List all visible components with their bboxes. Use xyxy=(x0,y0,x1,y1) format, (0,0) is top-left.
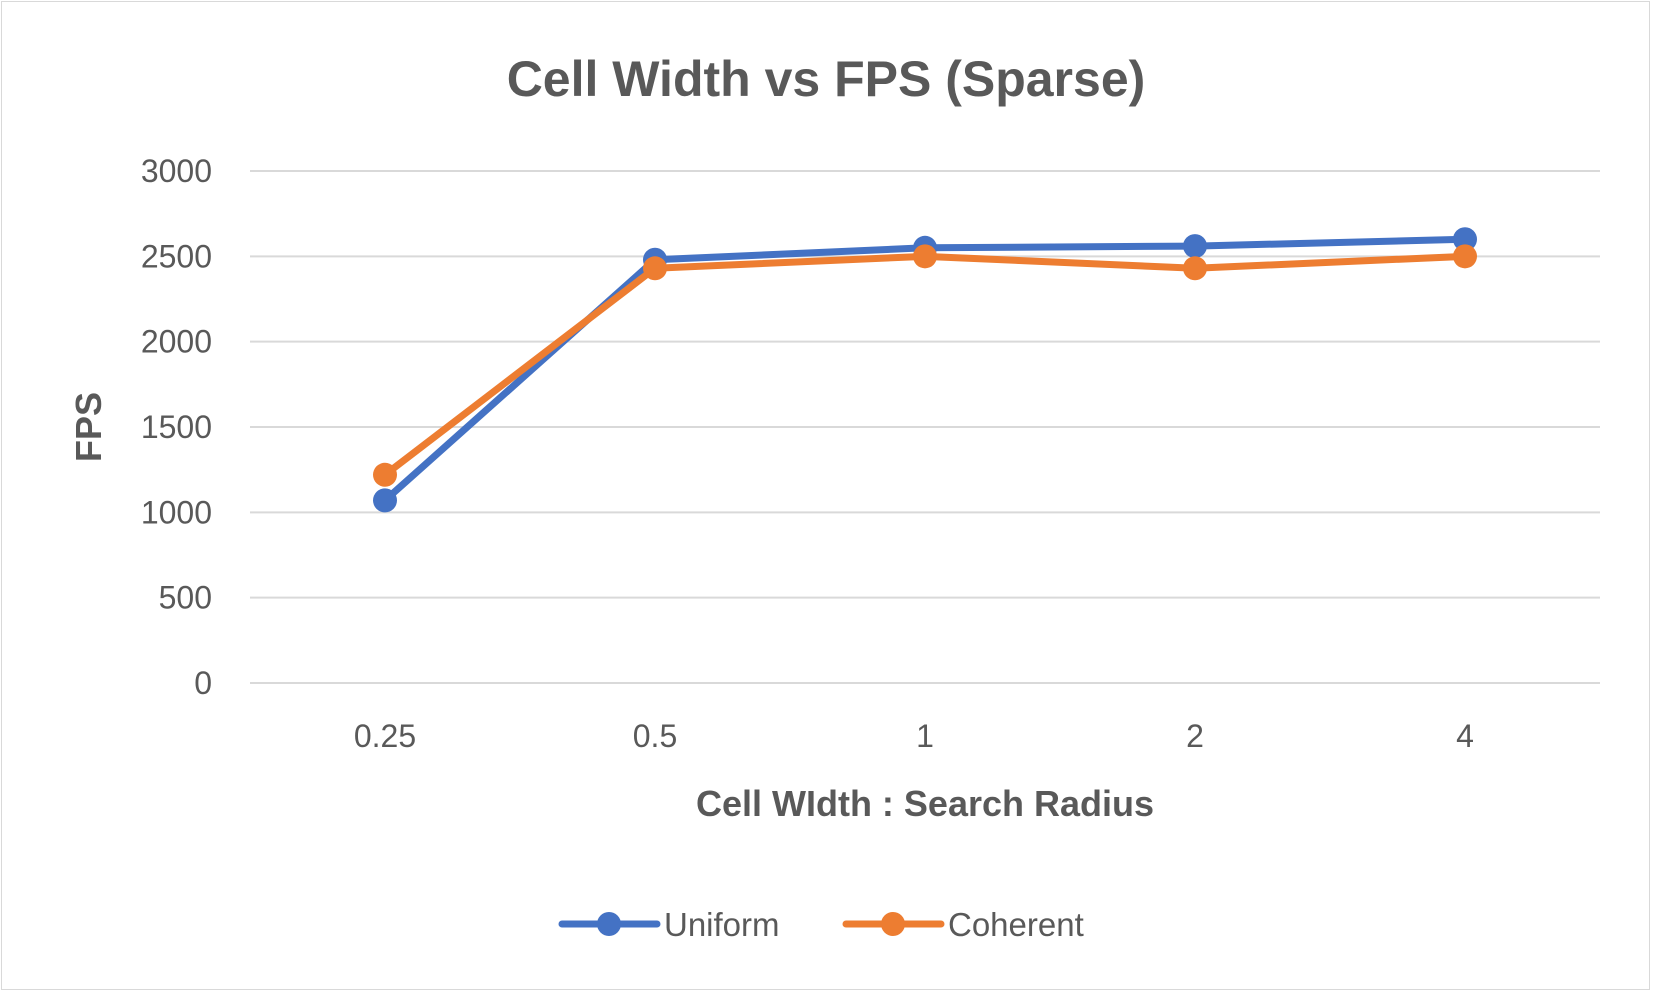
x-axis-title: Cell WIdth : Search Radius xyxy=(696,783,1154,824)
legend-label: Coherent xyxy=(948,906,1084,943)
series-line-uniform xyxy=(381,235,1469,504)
legend-item-coherent: Coherent xyxy=(842,906,1084,943)
legend: Uniform Coherent xyxy=(558,906,1084,943)
series-line-coherent xyxy=(381,252,1469,479)
y-tick-label: 0 xyxy=(194,665,212,701)
y-axis-title: FPS xyxy=(68,392,109,462)
y-axis-ticks: 0 500 1000 1500 2000 2500 3000 xyxy=(141,153,212,701)
y-tick-label: 1500 xyxy=(141,409,212,445)
y-tick-label: 1000 xyxy=(141,494,212,530)
legend-item-uniform: Uniform xyxy=(558,906,780,943)
series-coherent xyxy=(373,244,1477,487)
x-tick-label: 0.5 xyxy=(633,718,677,754)
x-axis-ticks: 0.25 0.5 1 2 4 xyxy=(354,718,1474,754)
data-point-coherent xyxy=(643,256,667,281)
data-point-coherent xyxy=(1183,256,1207,281)
x-tick-label: 4 xyxy=(1456,718,1474,754)
data-point-coherent xyxy=(373,462,397,487)
data-point-coherent xyxy=(913,244,937,269)
legend-label: Uniform xyxy=(664,906,780,943)
x-tick-label: 0.25 xyxy=(354,718,416,754)
x-tick-label: 2 xyxy=(1186,718,1204,754)
y-tick-label: 2500 xyxy=(141,238,212,274)
legend-marker xyxy=(597,912,621,936)
data-point-uniform xyxy=(373,488,397,513)
data-point-uniform xyxy=(1453,227,1477,252)
series-uniform xyxy=(373,227,1477,513)
chart-title: Cell Width vs FPS (Sparse) xyxy=(507,51,1146,107)
y-tick-label: 3000 xyxy=(141,153,212,189)
y-tick-label: 2000 xyxy=(141,324,212,360)
data-point-uniform xyxy=(1183,234,1207,259)
x-tick-label: 1 xyxy=(916,718,934,754)
data-point-coherent xyxy=(1453,244,1477,269)
y-tick-label: 500 xyxy=(159,580,212,616)
series-layer xyxy=(373,227,1477,513)
legend-marker xyxy=(881,912,905,936)
